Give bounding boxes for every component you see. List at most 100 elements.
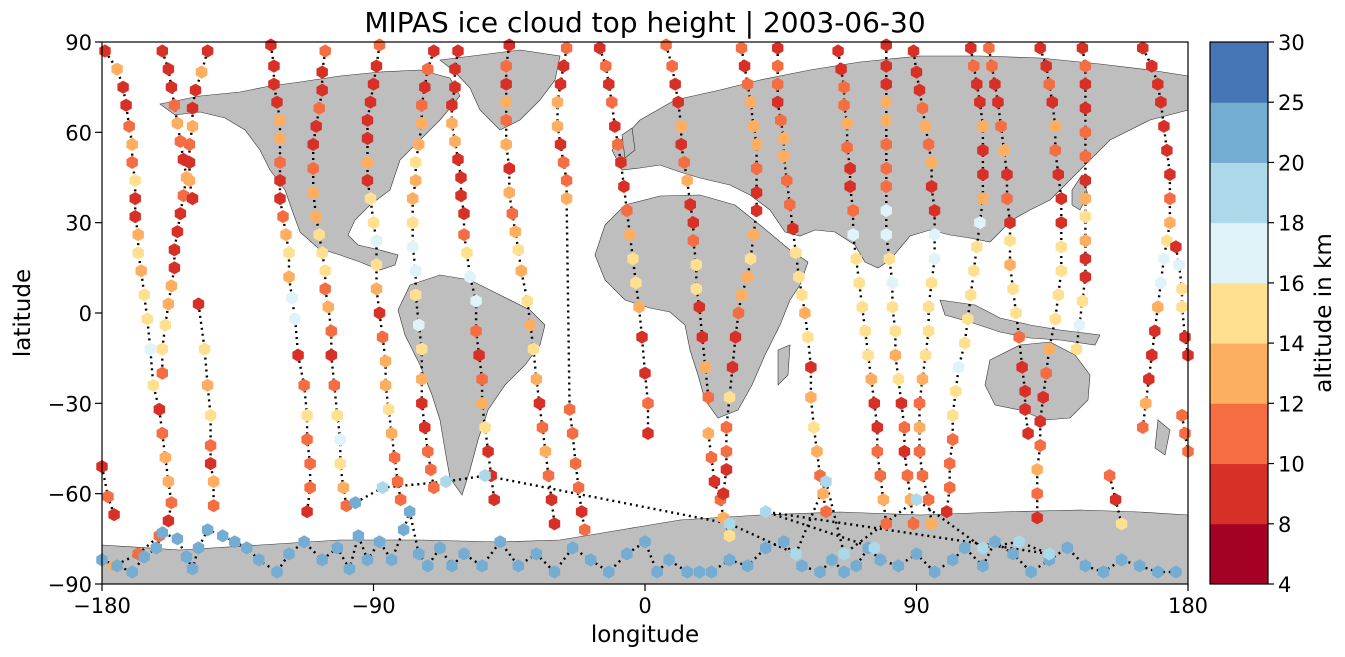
cloud-marker bbox=[156, 342, 168, 356]
cloud-marker bbox=[186, 192, 199, 206]
y-tick-label: 30 bbox=[65, 212, 92, 236]
cloud-marker bbox=[1079, 59, 1092, 73]
cloud-marker bbox=[407, 240, 419, 254]
cloud-marker bbox=[319, 282, 331, 296]
cloud-marker bbox=[419, 420, 431, 434]
cloud-marker bbox=[1079, 77, 1092, 91]
cloud-marker bbox=[977, 167, 989, 182]
cloud-marker bbox=[298, 378, 310, 392]
cloud-marker bbox=[1043, 547, 1055, 561]
cloud-marker bbox=[349, 496, 362, 510]
cloud-marker bbox=[503, 161, 515, 176]
cloud-marker bbox=[880, 95, 892, 109]
cloud-marker bbox=[500, 113, 512, 127]
cloud-marker bbox=[928, 252, 941, 266]
cloud-marker bbox=[1134, 559, 1146, 573]
cloud-marker bbox=[271, 95, 283, 109]
cloud-marker bbox=[1016, 360, 1028, 374]
cloud-marker bbox=[913, 444, 926, 459]
cloud-marker bbox=[871, 420, 883, 434]
cloud-marker bbox=[337, 481, 349, 495]
cloud-marker bbox=[696, 330, 708, 344]
cloud-marker bbox=[458, 207, 470, 221]
cloud-marker bbox=[1079, 173, 1092, 188]
cloud-marker bbox=[307, 161, 319, 176]
cloud-marker bbox=[268, 77, 280, 91]
cloud-marker bbox=[563, 402, 576, 416]
cloud-marker bbox=[1049, 312, 1061, 326]
y-tick-label: 60 bbox=[65, 121, 92, 145]
cloud-marker bbox=[820, 475, 832, 489]
cloud-marker bbox=[464, 270, 476, 284]
cloud-marker bbox=[880, 517, 892, 531]
cloud-marker bbox=[947, 553, 959, 567]
cloud-marker bbox=[328, 378, 340, 392]
cloud-marker bbox=[217, 529, 229, 543]
cloud-marker bbox=[732, 306, 745, 320]
cloud-marker bbox=[364, 192, 377, 206]
cloud-marker bbox=[138, 550, 150, 564]
cloud-marker bbox=[370, 258, 383, 272]
cloud-marker bbox=[298, 535, 310, 549]
cloud-marker bbox=[965, 41, 977, 55]
cloud-marker bbox=[838, 565, 850, 579]
cloud-marker bbox=[1176, 300, 1188, 314]
cloud-marker bbox=[913, 83, 926, 97]
cloud-marker bbox=[171, 225, 184, 239]
cloud-marker bbox=[1164, 167, 1176, 182]
cloud-marker bbox=[639, 535, 651, 549]
cloud-marker bbox=[174, 207, 187, 221]
cloud-marker bbox=[494, 535, 506, 549]
cloud-marker bbox=[971, 77, 983, 91]
colorbar-segment bbox=[1210, 282, 1268, 344]
cloud-marker bbox=[476, 372, 488, 386]
cloud-marker bbox=[820, 505, 832, 519]
cloud-marker bbox=[479, 469, 491, 483]
cloud-marker bbox=[373, 306, 386, 320]
cloud-marker bbox=[835, 62, 847, 76]
cloud-marker bbox=[458, 228, 470, 242]
cloud-marker bbox=[579, 523, 591, 537]
plot-area bbox=[96, 38, 1194, 585]
cloud-marker bbox=[962, 312, 974, 326]
cloud-marker bbox=[554, 137, 567, 151]
cloud-marker bbox=[530, 547, 543, 561]
y-axis-ticks: −90 −60 −30 0 30 60 90 bbox=[48, 31, 102, 597]
cloud-marker bbox=[594, 41, 606, 55]
cloud-marker bbox=[1004, 234, 1016, 248]
marker-layer bbox=[96, 38, 1194, 579]
cloud-marker bbox=[413, 318, 425, 332]
cloud-marker bbox=[201, 378, 214, 392]
cloud-marker bbox=[530, 372, 543, 386]
cloud-marker bbox=[334, 432, 346, 447]
cloud-marker bbox=[950, 384, 962, 398]
orbit-track-17 bbox=[836, 50, 888, 524]
cloud-marker bbox=[720, 444, 733, 459]
cloud-marker bbox=[750, 204, 763, 218]
cloud-marker bbox=[533, 396, 546, 410]
cloud-marker bbox=[880, 137, 892, 151]
cloud-marker bbox=[560, 41, 573, 55]
cloud-marker bbox=[376, 330, 389, 344]
cloud-marker bbox=[153, 402, 165, 416]
cloud-marker bbox=[301, 432, 313, 447]
cloud-marker bbox=[370, 59, 383, 73]
cloud-marker bbox=[527, 342, 540, 356]
cloud-marker bbox=[1001, 167, 1013, 182]
cloud-marker bbox=[156, 44, 168, 58]
cloud-marker bbox=[862, 348, 874, 362]
colorbar-tick-label: 12 bbox=[1278, 392, 1305, 416]
cloud-marker bbox=[446, 98, 458, 112]
cloud-marker bbox=[551, 119, 564, 133]
cloud-marker bbox=[1034, 414, 1046, 428]
cloud-marker bbox=[916, 372, 929, 386]
cloud-marker bbox=[419, 80, 431, 94]
cloud-marker bbox=[772, 95, 784, 109]
cloud-marker bbox=[880, 113, 892, 127]
cloud-marker bbox=[1143, 372, 1155, 386]
cloud-marker bbox=[135, 264, 147, 278]
cloud-marker bbox=[651, 565, 663, 579]
cloud-marker bbox=[1076, 41, 1089, 55]
x-axis-ticks: −180 −90 0 90 180 bbox=[73, 584, 1208, 618]
